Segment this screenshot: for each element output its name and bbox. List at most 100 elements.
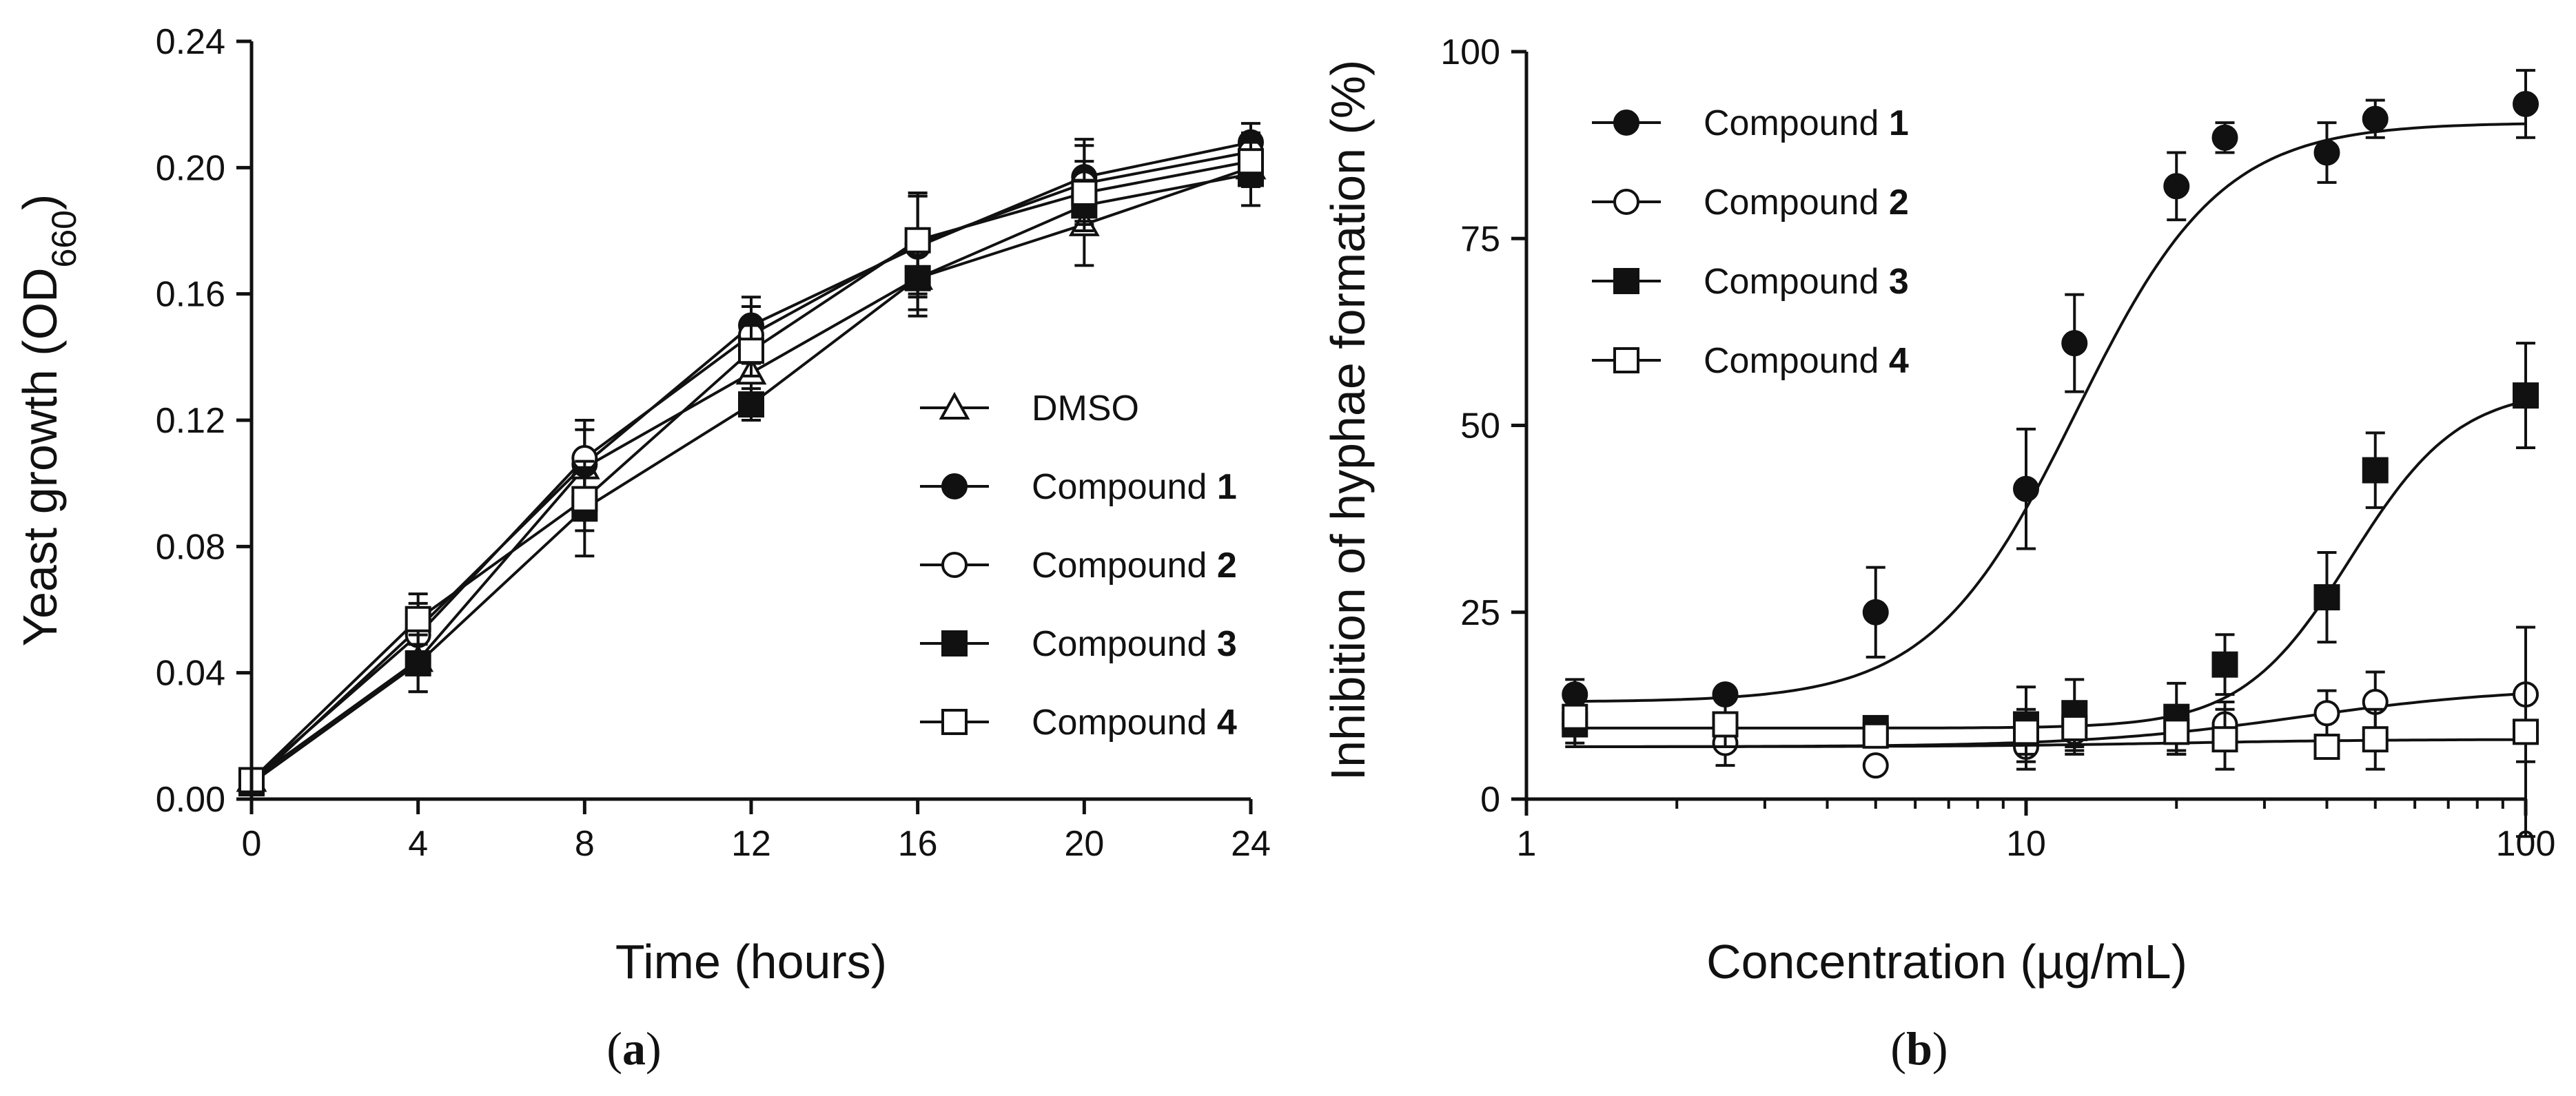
panel-b-x-tick-label: 1 <box>1517 824 1537 864</box>
panel-a-data-point <box>738 338 764 364</box>
panel-b-data-point <box>2061 330 2088 357</box>
panel-a-data-point <box>738 391 764 418</box>
panel-a-chart: 0.000.040.080.120.160.200.240 4 8 12 16 20 24 … <box>13 22 1271 1075</box>
panel-a-caption: (a) <box>606 1022 661 1075</box>
panel-b-legend-number: 2 <box>1889 183 1909 223</box>
panel-b-data-point <box>2362 457 2389 484</box>
panel-b-x-tick-label: 100 <box>2496 824 2556 864</box>
panel-b-x-axis-label: Concentration (µg/mL) <box>1706 935 2187 989</box>
panel-b-data-point <box>2362 726 2389 753</box>
panel-b-data-point <box>2513 382 2539 409</box>
panel-b-legend-marker <box>1613 110 1639 136</box>
panel-a-data-point <box>405 606 431 632</box>
panel-a-legend-text: Compound <box>1032 703 1217 743</box>
panel-b-legend-text: Compound <box>1704 262 1889 302</box>
panel-b-data-point <box>2513 718 2539 745</box>
panel-b-legend-marker <box>1613 347 1639 373</box>
panel-b-data-point <box>2362 105 2389 132</box>
panel-a-data-point <box>1238 148 1264 175</box>
panel-b-data-point <box>1562 703 1588 730</box>
panel-a-data-point <box>405 650 431 676</box>
panel-a-plot-area <box>236 122 1267 797</box>
panel-a-y-tick-label: 0.12 <box>156 401 225 441</box>
panel-b-data-point <box>1712 711 1739 738</box>
panel-b-data-point <box>2211 651 2238 678</box>
panel-b-data-point <box>2313 139 2340 166</box>
panel-b-data-point <box>2211 726 2238 753</box>
panel-b-x-tick-label: 10 <box>2006 824 2046 864</box>
panel-a-legend-label: Compound 1 <box>1032 467 1237 507</box>
panel-a-series-line <box>250 141 1251 785</box>
panel-b-y-tick-label: 100 <box>1440 32 1500 72</box>
panel-b-series-2 <box>1562 625 2539 779</box>
panel-b-legend-text: Compound <box>1704 341 1889 381</box>
panel-b-caption: (b) <box>1890 1022 1948 1075</box>
panel-b-legend-label: Compound 3 <box>1704 262 1909 302</box>
panel-b-legend-number: 3 <box>1889 262 1909 302</box>
panel-a-y-tick-label: 0.16 <box>156 275 225 315</box>
panel-a-x-tick-label: 0 <box>242 824 262 864</box>
panel-a-y-axis-label: Yeast growth (OD660) <box>13 194 83 647</box>
panel-a-data-point <box>904 227 931 254</box>
panel-a-series-line <box>250 150 1251 782</box>
panel-a-y-tick-label: 0.20 <box>156 148 225 188</box>
panel-a-y-tick-label: 0.04 <box>156 654 225 694</box>
panel-b-legend-marker <box>1613 189 1639 215</box>
panel-b-data-point <box>1862 752 1889 779</box>
panel-b-legend-label: Compound 1 <box>1704 103 1909 143</box>
panel-b-series-4 <box>1562 625 2539 838</box>
panel-a-legend-text: Compound <box>1032 546 1217 586</box>
panel-b-y-tick-label: 50 <box>1460 406 1500 446</box>
panel-a-y-tick-label: 0.08 <box>156 527 225 567</box>
panel-a-y-tick-label: 0.00 <box>156 780 225 820</box>
panel-b-y-tick-label: 25 <box>1460 593 1500 633</box>
panel-a-legend-marker <box>939 391 970 420</box>
panel-a-legend-marker <box>941 709 968 735</box>
panel-b-legend-number: 4 <box>1889 341 1909 381</box>
panel-a-x-tick-label: 24 <box>1231 824 1271 864</box>
panel-b-plot-area <box>1562 69 2539 838</box>
panel-a-x-tick-label: 8 <box>575 824 595 864</box>
panel-b-data-point <box>1862 599 1889 625</box>
panel-b-chart: 0 25 50 75 100 1 10 100 Inhibition of hyphae fo… <box>1321 32 2555 1075</box>
panel-b-data-point <box>2061 714 2088 741</box>
panel-a-ticks: 0.000.040.080.120.160.200.240 4 8 12 16 20 24 <box>156 22 1271 864</box>
panel-b-legend-marker <box>1613 268 1639 294</box>
panel-a-legend-marker <box>941 473 968 499</box>
panel-a-x-axis-label: Time (hours) <box>615 935 887 989</box>
panel-a-legend-text: Compound <box>1032 624 1217 664</box>
panel-b-data-point <box>2513 90 2539 117</box>
panel-b-y-axis-label: Inhibition of hyphae formation (%) <box>1321 60 1375 781</box>
panel-a-series-2 <box>238 122 1264 797</box>
panel-a-series-5 <box>238 134 1264 794</box>
panel-b-data-point <box>2313 734 2340 761</box>
panel-a-legend-marker <box>941 552 968 578</box>
panel-b-data-point <box>2013 475 2039 502</box>
panel-a-x-tick-label: 20 <box>1064 824 1104 864</box>
panel-b-legend-text: Compound <box>1704 103 1889 143</box>
panel-a-legend-label: Compound 3 <box>1032 624 1237 664</box>
panel-a-legend-marker <box>941 630 968 656</box>
panel-b-legend-label: Compound 2 <box>1704 183 1909 223</box>
panel-b-legend-number: 1 <box>1889 103 1909 143</box>
panel-a-data-point <box>571 486 598 513</box>
panel-a-x-tick-label: 12 <box>731 824 771 864</box>
panel-a-legend-text: DMSO <box>1032 389 1139 428</box>
panel-b-data-point <box>2313 584 2340 611</box>
panel-b-legend-text: Compound <box>1704 183 1889 223</box>
panel-a-x-tick-label: 4 <box>408 824 428 864</box>
panel-a-y-tick-label: 0.24 <box>156 22 225 62</box>
panel-b-fit-curve <box>1575 400 2526 730</box>
panel-a-series-3 <box>238 131 1264 794</box>
panel-a-data-point <box>1071 180 1098 206</box>
panel-b-data-point <box>2313 700 2340 727</box>
panel-a-legend-number: 1 <box>1217 467 1237 507</box>
panel-a-x-tick-label: 16 <box>898 824 938 864</box>
panel-b-legend-label: Compound 4 <box>1704 341 1909 381</box>
panel-b-data-point <box>1862 722 1889 749</box>
panel-a-legend-number: 2 <box>1217 546 1237 586</box>
panel-a-legend-number: 4 <box>1217 703 1237 743</box>
panel-a-legend-number: 3 <box>1217 624 1237 664</box>
